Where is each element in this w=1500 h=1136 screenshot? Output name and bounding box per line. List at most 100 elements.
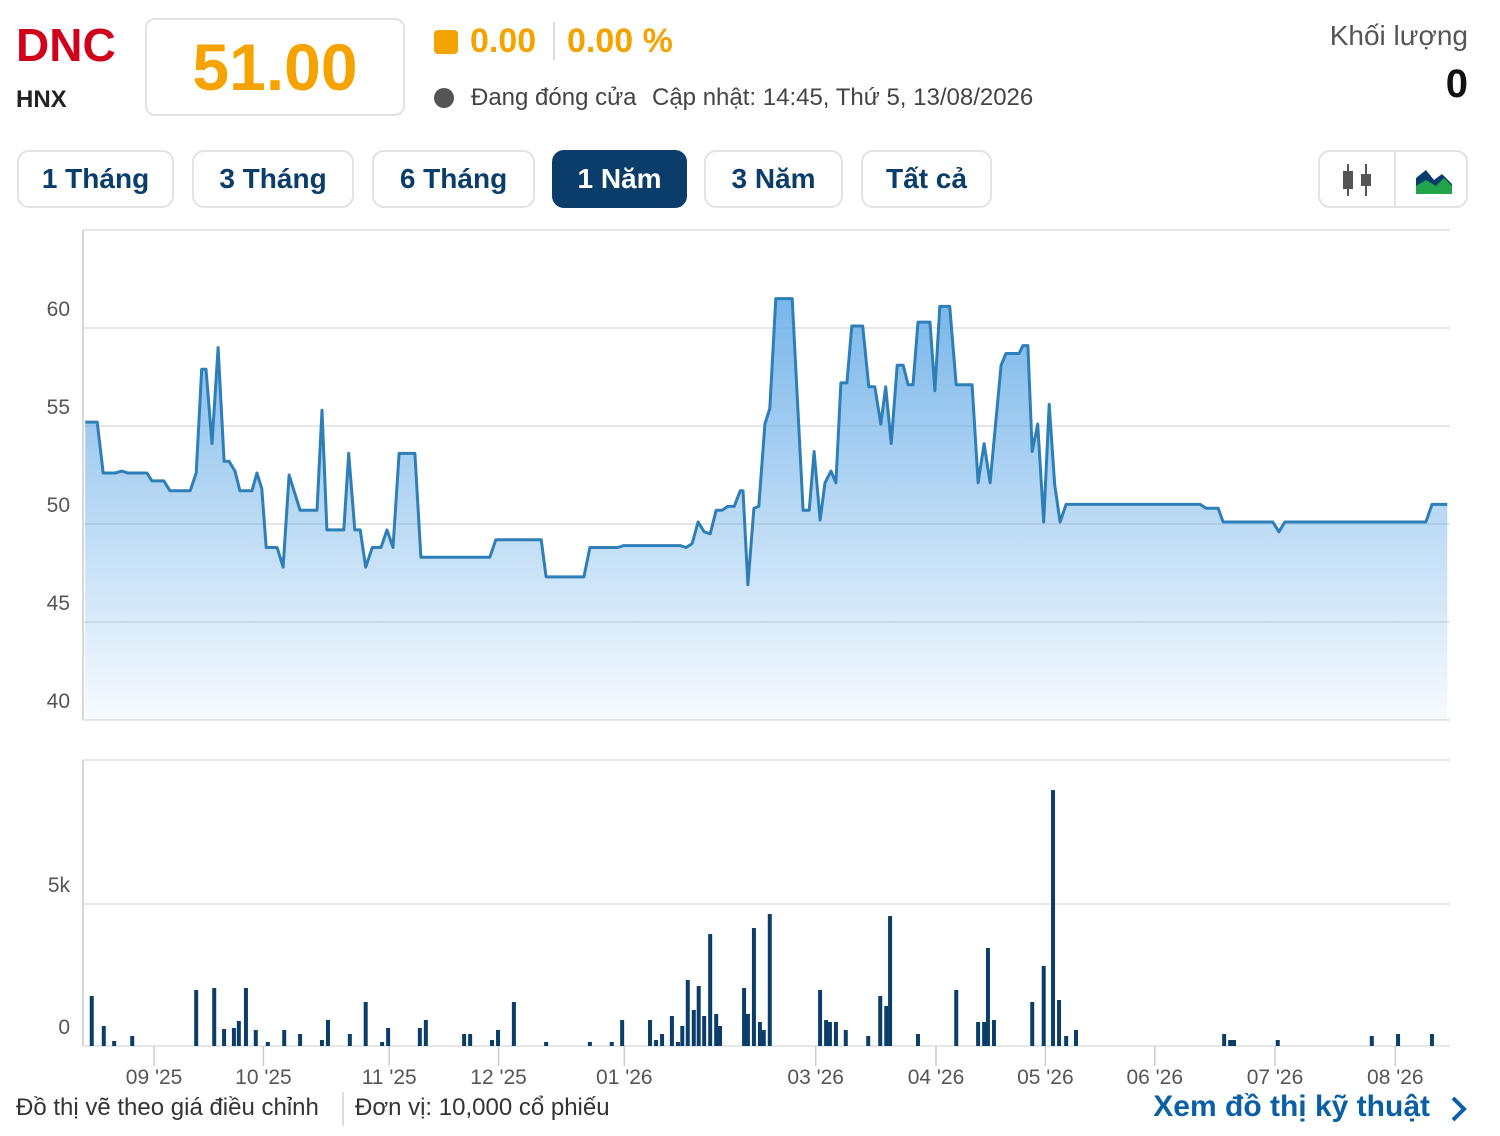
volume-bar: [1041, 966, 1046, 1046]
volume-bar: [496, 1030, 501, 1046]
volume-bar: [884, 1006, 889, 1046]
footer-note: Đồ thị vẽ theo giá điều chỉnh: [16, 1094, 319, 1121]
volume-bar: [265, 1041, 270, 1046]
divider: [342, 1092, 344, 1126]
exchange: HNX: [16, 86, 67, 113]
range-tab[interactable]: 3 Tháng: [192, 150, 354, 208]
x-tick-label: 03 '26: [787, 1066, 844, 1089]
change: 0.00: [470, 22, 537, 60]
x-tick-label: 01 '26: [596, 1066, 653, 1089]
volume-bar: [991, 1020, 996, 1046]
volume-bar: [915, 1034, 920, 1046]
volume-bar: [757, 1022, 762, 1046]
ticker: DNC: [16, 19, 116, 71]
y-tick-label: 40: [47, 690, 70, 713]
volume-bar: [866, 1036, 871, 1046]
volume-bar: [462, 1034, 467, 1046]
volume-bar: [236, 1021, 241, 1046]
volume-bar: [319, 1040, 324, 1046]
volume-bar: [423, 1020, 428, 1046]
volume-bar: [680, 1026, 685, 1046]
volume-bar: [696, 986, 701, 1046]
x-tick-label: 12 '25: [470, 1066, 527, 1089]
volume-bar: [1396, 1034, 1401, 1046]
volume-bar: [1073, 1030, 1078, 1046]
volume-bar: [212, 988, 217, 1046]
volume-bar: [685, 980, 690, 1046]
range-tab[interactable]: 6 Tháng: [372, 150, 535, 208]
volume-bar: [1232, 1040, 1237, 1046]
x-tick-label: 04 '26: [908, 1066, 965, 1089]
status-dot: [434, 88, 454, 108]
volume-bar: [620, 1020, 625, 1046]
updated: Cập nhật: 14:45, Thứ 5, 13/08/2026: [652, 84, 1034, 111]
volume-bar: [417, 1027, 422, 1046]
volume-bar: [833, 1022, 838, 1046]
volume-bar: [1369, 1036, 1374, 1046]
volume-bar: [878, 996, 883, 1046]
volume: 0: [1445, 62, 1468, 106]
range-tab[interactable]: 1 Năm: [552, 150, 687, 208]
volume-bar: [648, 1020, 653, 1046]
volume-bar: [1064, 1036, 1069, 1046]
volume-bar: [511, 1002, 516, 1046]
divider: [553, 22, 555, 60]
volume-bar: [380, 1041, 385, 1046]
volume-bar: [888, 916, 893, 1046]
volume-bar: [675, 1041, 680, 1046]
change-pct: 0.00 %: [567, 22, 673, 60]
y-tick-label: 45: [47, 592, 70, 615]
candle-icon[interactable]: [1338, 162, 1378, 198]
x-tick-label: 05 '26: [1017, 1066, 1074, 1089]
y-tick-label: 50: [47, 494, 70, 517]
x-tick-label: 06 '26: [1126, 1066, 1183, 1089]
volume-bar: [976, 1022, 981, 1046]
x-tick-label: 09 '25: [126, 1066, 183, 1089]
volume-bar: [544, 1041, 549, 1046]
volume-bar: [325, 1020, 330, 1046]
volume-bar: [468, 1034, 473, 1046]
divider: [1394, 152, 1396, 208]
volume-bar: [660, 1034, 665, 1046]
change-icon: [434, 30, 458, 54]
volume-bar: [761, 1030, 766, 1046]
volume-bar: [386, 1027, 391, 1046]
volume-bar: [654, 1040, 659, 1046]
volume-bar: [1222, 1034, 1227, 1046]
volume-bar: [490, 1040, 495, 1046]
volume-bar: [954, 990, 959, 1046]
link-arrow[interactable]: [1448, 1094, 1470, 1124]
volume-bar: [767, 914, 772, 1046]
volume-bar: [1057, 1000, 1062, 1046]
volume-bar: [243, 988, 248, 1046]
volume-bar: [827, 1022, 832, 1046]
technical-link[interactable]: Xem đồ thị kỹ thuật: [1153, 1090, 1430, 1123]
volume-bar: [282, 1030, 287, 1046]
volume-bar: [1051, 790, 1056, 1046]
chart-type-switch[interactable]: [1318, 150, 1468, 208]
price-area: [85, 298, 1448, 720]
status: Đang đóng cửa: [471, 84, 637, 111]
range-tab[interactable]: Tất cả: [861, 150, 992, 208]
volume-bar: [982, 1022, 987, 1046]
volume-bar: [194, 990, 199, 1046]
area-icon[interactable]: [1414, 166, 1454, 196]
volume-bar: [742, 988, 747, 1046]
x-tick-label: 11 '25: [362, 1066, 417, 1089]
volume-bar: [824, 1020, 829, 1046]
range-tab[interactable]: 1 Tháng: [17, 150, 174, 208]
volume-bar: [691, 1010, 696, 1046]
range-tab[interactable]: 3 Năm: [704, 150, 843, 208]
volume-bar: [818, 990, 823, 1046]
volume-bar: [1275, 1040, 1280, 1046]
y-tick-label: 55: [47, 396, 70, 419]
volume-bar: [702, 1016, 707, 1046]
volume-bar: [718, 1026, 723, 1046]
volume-bar: [714, 1014, 719, 1046]
volume-bar: [609, 1041, 614, 1046]
volume-bar: [751, 928, 756, 1046]
volume-bar: [101, 1026, 106, 1046]
volume-bar: [347, 1034, 352, 1046]
